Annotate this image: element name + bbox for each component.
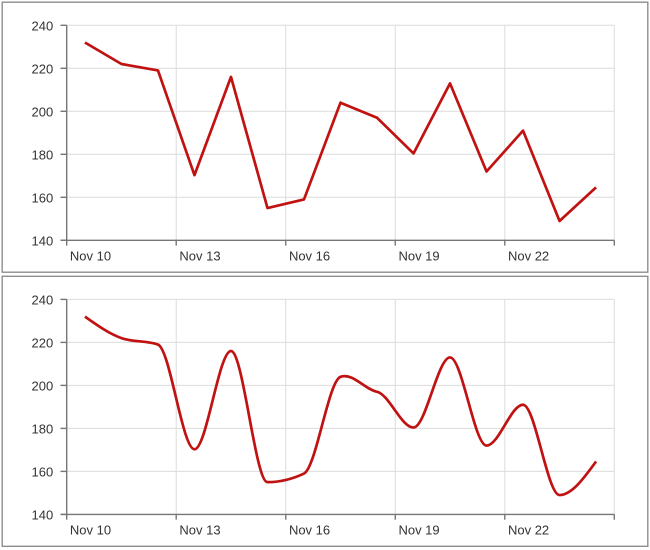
svg-text:Nov 19: Nov 19 [398, 249, 439, 264]
svg-text:Nov 13: Nov 13 [179, 249, 220, 264]
svg-text:220: 220 [31, 62, 53, 77]
svg-text:Nov 13: Nov 13 [179, 523, 220, 538]
svg-text:200: 200 [31, 379, 53, 394]
svg-text:Nov 10: Nov 10 [70, 249, 111, 264]
svg-text:Nov 16: Nov 16 [289, 523, 330, 538]
svg-text:140: 140 [31, 508, 53, 523]
svg-text:Nov 22: Nov 22 [508, 523, 549, 538]
svg-text:180: 180 [31, 148, 53, 163]
svg-text:Nov 19: Nov 19 [398, 523, 439, 538]
svg-text:160: 160 [31, 465, 53, 480]
svg-text:160: 160 [31, 191, 53, 206]
svg-text:Nov 16: Nov 16 [289, 249, 330, 264]
svg-text:240: 240 [31, 293, 53, 308]
svg-text:Nov 22: Nov 22 [508, 249, 549, 264]
svg-text:140: 140 [31, 234, 53, 249]
svg-text:180: 180 [31, 422, 53, 437]
svg-text:240: 240 [31, 19, 53, 34]
svg-text:200: 200 [31, 105, 53, 120]
svg-text:Nov 10: Nov 10 [70, 523, 111, 538]
svg-text:220: 220 [31, 336, 53, 351]
